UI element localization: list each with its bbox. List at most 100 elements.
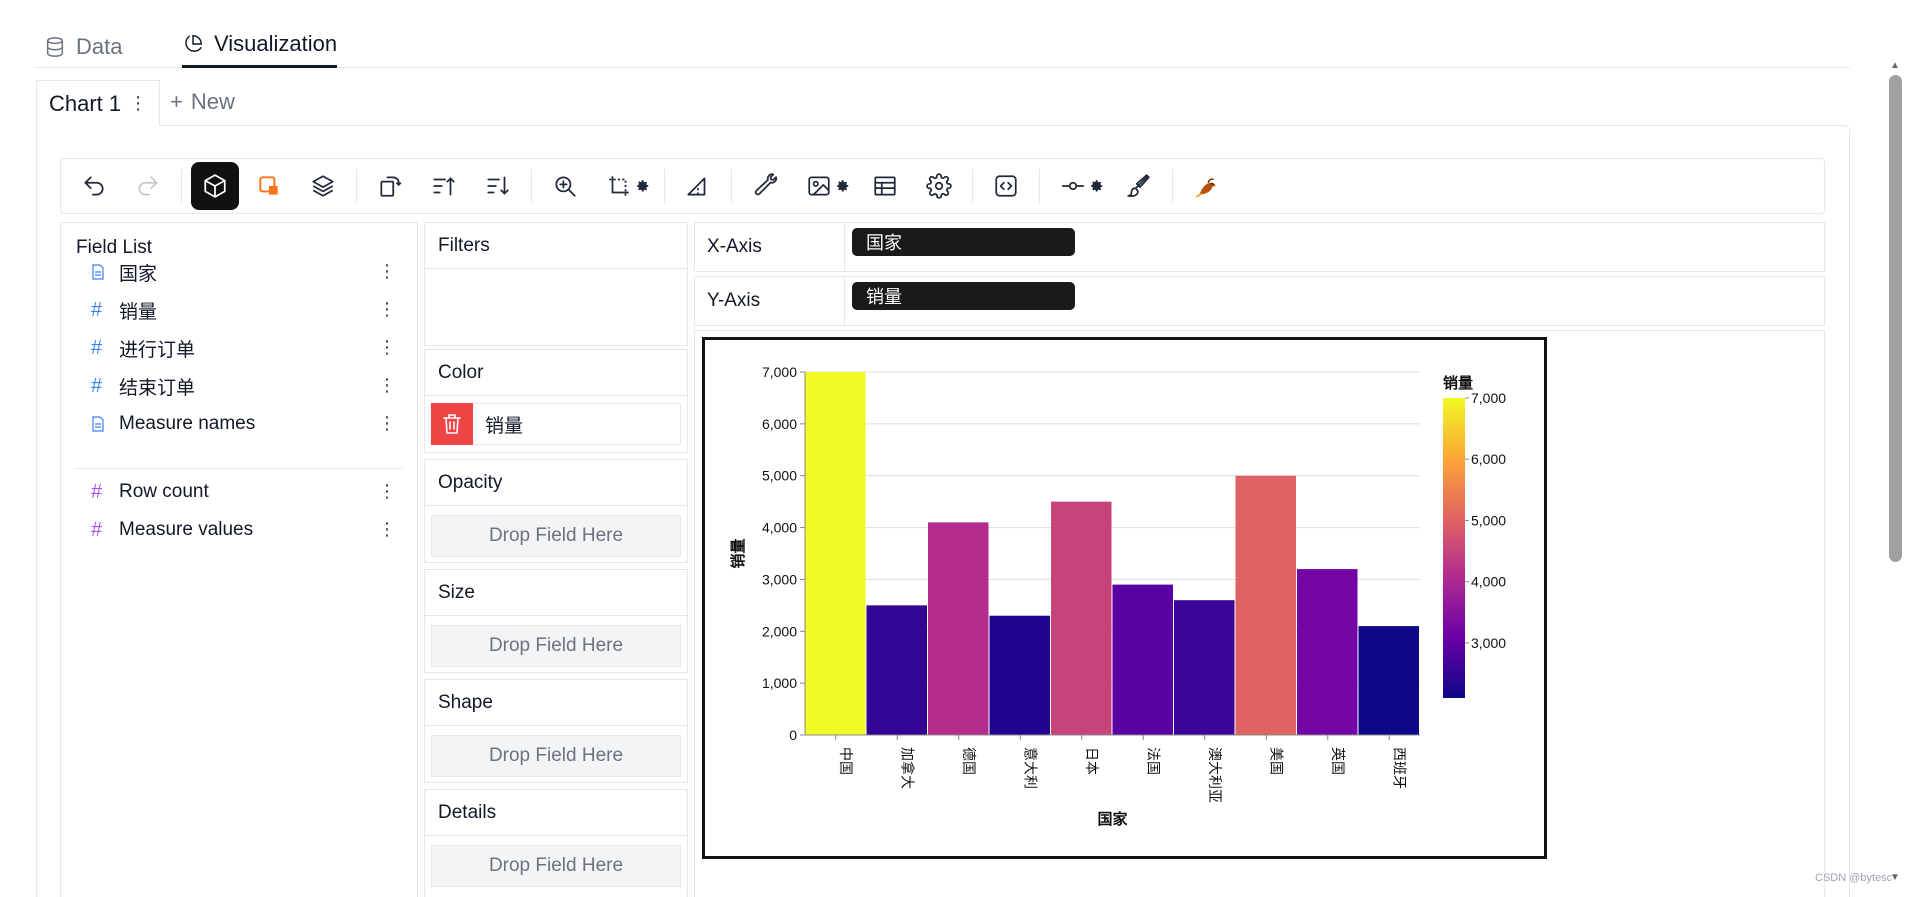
- field-list-divider: [76, 468, 403, 469]
- size-drop-zone[interactable]: Drop Field Here: [431, 625, 681, 667]
- triangle-ruler-icon: [687, 177, 706, 196]
- field-more-icon[interactable]: ⋮: [378, 481, 396, 501]
- bar: [1112, 584, 1173, 735]
- field-more-icon[interactable]: ⋮: [378, 261, 396, 281]
- bar: [1297, 569, 1358, 735]
- export-settings-button[interactable]: [836, 178, 852, 194]
- undo-icon: [84, 176, 104, 196]
- field-item[interactable]: # 销量 ⋮: [91, 292, 406, 328]
- bar: [1358, 626, 1419, 735]
- export-image-button[interactable]: [795, 162, 843, 210]
- size-title: Size: [425, 570, 687, 616]
- y-axis-label: Y-Axis: [695, 277, 845, 325]
- field-item[interactable]: # 结束订单 ⋮: [91, 368, 406, 404]
- x-axis-field-pill[interactable]: 国家: [852, 228, 1075, 256]
- field-more-icon[interactable]: ⋮: [378, 519, 396, 539]
- shape-drop-zone[interactable]: Drop Field Here: [431, 735, 681, 777]
- resize-settings-button[interactable]: [636, 178, 652, 194]
- redo-button[interactable]: [124, 162, 172, 210]
- field-item[interactable]: 国家 ⋮: [91, 254, 406, 290]
- y-tick-label: 2,000: [762, 623, 797, 639]
- trash-icon: [443, 414, 461, 434]
- y-tick-label: 1,000: [762, 675, 797, 691]
- y-axis-title: 销量: [729, 538, 747, 568]
- mark-color-button[interactable]: [245, 162, 293, 210]
- field-name: Measure values: [119, 519, 254, 540]
- wrench-icon: [754, 173, 778, 196]
- bird-logo-icon: [1195, 178, 1216, 198]
- transpose-button[interactable]: [366, 162, 414, 210]
- axis-tools-button[interactable]: [674, 162, 722, 210]
- bar: [866, 605, 927, 735]
- zoom-button[interactable]: [541, 162, 589, 210]
- logo-button[interactable]: [1182, 162, 1230, 210]
- filters-title: Filters: [425, 223, 687, 269]
- y-tick-label: 0: [789, 727, 797, 743]
- remove-color-field-button[interactable]: [431, 403, 473, 445]
- redo-icon: [138, 176, 158, 196]
- details-drop-zone[interactable]: Drop Field Here: [431, 845, 681, 887]
- field-item[interactable]: # Measure values ⋮: [91, 512, 406, 548]
- x-tick-label: 日本: [1084, 747, 1100, 775]
- y-tick-label: 5,000: [762, 468, 797, 484]
- code-button[interactable]: [982, 162, 1030, 210]
- color-field-name: 销量: [485, 415, 524, 437]
- scroll-down-arrow-icon[interactable]: ▼: [1890, 872, 1900, 883]
- chart-area: [694, 330, 1825, 897]
- field-name: 进行订单: [119, 339, 196, 361]
- color-section: Color 销量: [424, 349, 688, 453]
- layers-button[interactable]: [299, 162, 347, 210]
- y-axis-field-pill[interactable]: 销量: [852, 282, 1075, 310]
- settings-button[interactable]: [915, 162, 963, 210]
- brush-button[interactable]: [1115, 162, 1163, 210]
- opacity-drop-zone[interactable]: Drop Field Here: [431, 515, 681, 557]
- field-more-icon[interactable]: ⋮: [378, 299, 396, 319]
- chart-type-button[interactable]: [191, 162, 239, 210]
- field-item[interactable]: # Row count ⋮: [91, 474, 406, 510]
- tab-data-label: Data: [76, 34, 123, 59]
- shape-section: Shape Drop Field Here: [424, 679, 688, 783]
- field-list-title: Field List: [76, 237, 153, 258]
- gear-icon: [837, 180, 849, 192]
- field-item[interactable]: # 进行订单 ⋮: [91, 330, 406, 366]
- tab-visualization-label: Visualization: [214, 30, 338, 56]
- y-tick-label: 4,000: [762, 520, 797, 536]
- opacity-section: Opacity Drop Field Here: [424, 459, 688, 563]
- sort-ascending-icon: [433, 177, 455, 196]
- undo-button[interactable]: [70, 162, 118, 210]
- layers-icon: [312, 175, 334, 197]
- y-axis-row: Y-Axis 销量: [694, 276, 1825, 326]
- chart-frame: 0 1,000 2,000 3,000 4,000 5,000 6,000 7,000 中国 加拿…: [702, 337, 1547, 859]
- size-section: Size Drop Field Here: [424, 569, 688, 673]
- dimension-icon: [91, 264, 111, 280]
- resize-icon: [609, 176, 629, 196]
- legend-tick-label: 5,000: [1471, 512, 1506, 528]
- slider-button[interactable]: [1049, 162, 1097, 210]
- toolbar-divider: [356, 169, 357, 203]
- field-item[interactable]: Measure names ⋮: [91, 406, 406, 442]
- wrench-button[interactable]: [741, 162, 789, 210]
- legend-tick-label: 3,000: [1471, 635, 1506, 651]
- top-tab-bar: Data Visualization: [36, 18, 1850, 68]
- tab-visualization[interactable]: Visualization: [182, 26, 338, 68]
- color-field-pill[interactable]: 销量: [431, 403, 681, 445]
- new-chart-button[interactable]: + New: [170, 84, 235, 120]
- table-button[interactable]: [861, 162, 909, 210]
- chart-tab-more-icon[interactable]: ⋮: [129, 93, 148, 113]
- sort-ascending-button[interactable]: [420, 162, 468, 210]
- scroll-up-arrow-icon[interactable]: ▲: [1890, 60, 1900, 71]
- bar: [1174, 600, 1235, 735]
- tab-data[interactable]: Data: [44, 26, 122, 68]
- resize-button[interactable]: [595, 162, 643, 210]
- field-name: Row count: [119, 481, 209, 502]
- scrollbar-thumb[interactable]: [1889, 75, 1902, 562]
- bar: [1051, 501, 1112, 735]
- field-list-panel: Field List 国家 ⋮ # 销量 ⋮ # 进行订单 ⋮ # 结束订单 ⋮…: [60, 222, 418, 897]
- chart-tab-current[interactable]: Chart 1 ⋮: [36, 80, 160, 126]
- sort-descending-button[interactable]: [474, 162, 522, 210]
- field-more-icon[interactable]: ⋮: [378, 375, 396, 395]
- field-more-icon[interactable]: ⋮: [378, 413, 396, 433]
- x-tick-label: 加拿大: [899, 747, 915, 789]
- field-more-icon[interactable]: ⋮: [378, 337, 396, 357]
- slider-settings-button[interactable]: [1090, 178, 1106, 194]
